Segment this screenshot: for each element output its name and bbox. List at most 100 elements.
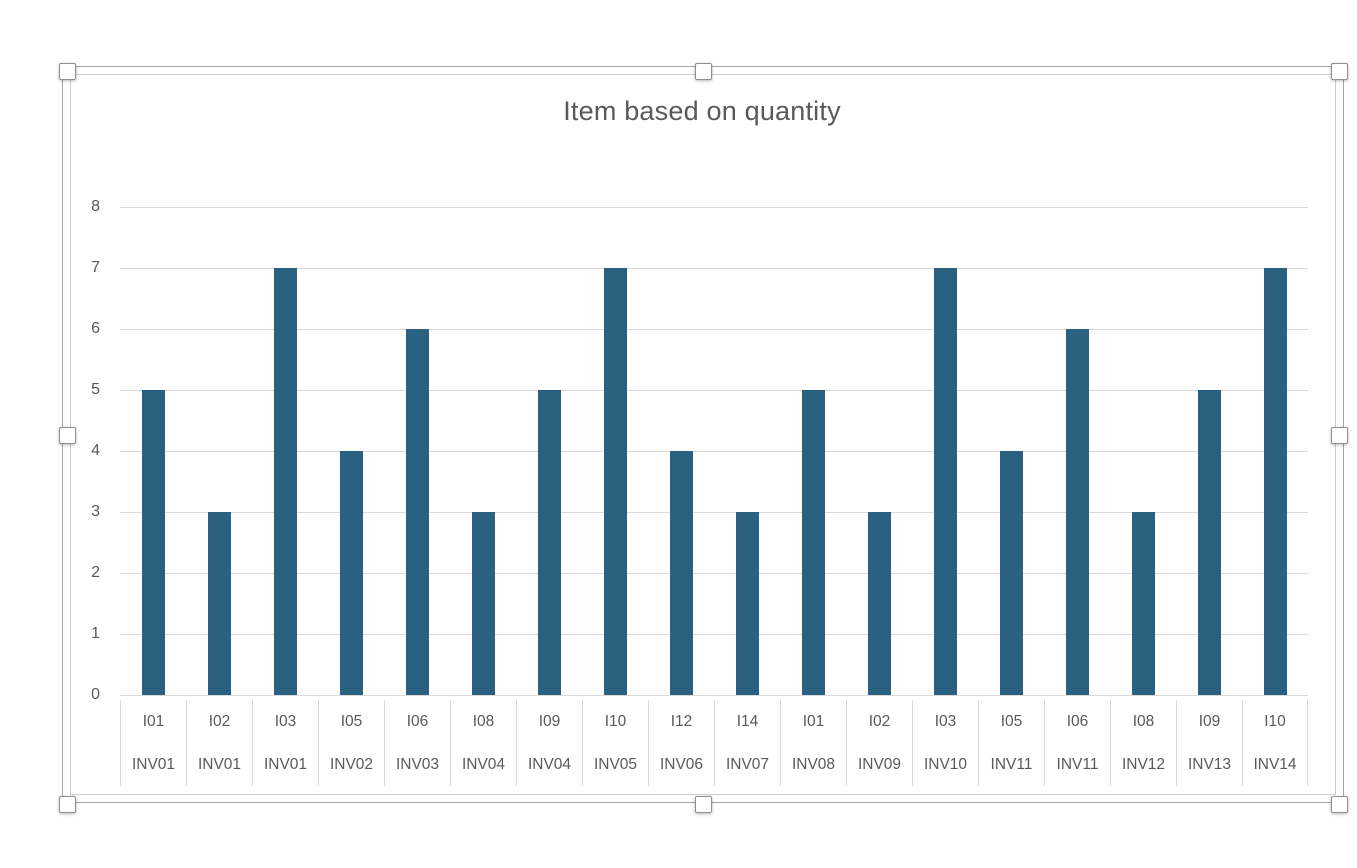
item-label: I08 — [472, 712, 495, 730]
category-cell[interactable]: I06 INV03 — [384, 700, 450, 786]
category-cell[interactable]: I01 INV01 — [120, 700, 186, 786]
invoice-label: INV13 — [1187, 755, 1232, 773]
category-cell[interactable]: I08 INV12 — [1110, 700, 1176, 786]
category-cell[interactable]: I12 INV06 — [648, 700, 714, 786]
invoice-label: INV09 — [857, 755, 902, 773]
bar[interactable] — [274, 268, 297, 695]
gridline — [120, 390, 1308, 391]
resize-handle-bottom-left[interactable] — [59, 796, 76, 813]
item-label: I10 — [1264, 712, 1286, 730]
y-axis-label: 0 — [91, 686, 100, 703]
item-label: I02 — [868, 712, 891, 730]
category-cell[interactable]: I02 INV01 — [186, 700, 252, 786]
invoice-label: INV10 — [923, 755, 968, 773]
bar[interactable] — [802, 390, 825, 695]
item-label: I12 — [670, 712, 693, 730]
y-axis-label: 5 — [91, 381, 100, 398]
resize-handle-middle-right[interactable] — [1331, 427, 1348, 444]
bar[interactable] — [538, 390, 561, 695]
category-cell[interactable]: I10 INV14 — [1242, 700, 1308, 786]
bar[interactable] — [1264, 268, 1287, 695]
bar[interactable] — [1132, 512, 1155, 695]
category-cell[interactable]: I05 INV02 — [318, 700, 384, 786]
bar[interactable] — [340, 451, 363, 695]
x-axis-line — [120, 695, 1308, 696]
y-axis-label: 7 — [91, 259, 100, 276]
category-cell[interactable]: I02 INV09 — [846, 700, 912, 786]
invoice-label: INV08 — [791, 755, 836, 773]
chart-title[interactable]: Item based on quantity — [563, 96, 841, 126]
item-label: I03 — [934, 712, 957, 730]
invoice-label: INV01 — [263, 755, 308, 773]
invoice-label: INV07 — [725, 755, 770, 773]
bar[interactable] — [406, 329, 429, 695]
category-cell[interactable]: I14 INV07 — [714, 700, 780, 786]
item-label: I03 — [274, 712, 297, 730]
invoice-label: INV11 — [990, 755, 1033, 773]
invoice-label: INV06 — [659, 755, 704, 773]
item-label: I01 — [802, 712, 825, 730]
item-label: I09 — [538, 712, 561, 730]
resize-handle-bottom-right[interactable] — [1331, 796, 1348, 813]
bar[interactable] — [736, 512, 759, 695]
invoice-label: INV11 — [1056, 755, 1099, 773]
category-cell[interactable]: I06 INV11 — [1044, 700, 1110, 786]
item-label: I05 — [340, 712, 363, 730]
item-label: I09 — [1198, 712, 1221, 730]
invoice-label: INV01 — [197, 755, 242, 773]
category-cell[interactable]: I08 INV04 — [450, 700, 516, 786]
y-axis-label: 8 — [91, 198, 100, 215]
y-axis-label: 3 — [91, 503, 100, 520]
invoice-label: INV14 — [1253, 755, 1297, 773]
item-label: I10 — [604, 712, 627, 730]
gridline — [120, 634, 1308, 635]
bar[interactable] — [1066, 329, 1089, 695]
invoice-label: INV04 — [461, 755, 506, 773]
bar[interactable] — [142, 390, 165, 695]
resize-handle-middle-left[interactable] — [59, 427, 76, 444]
bar[interactable] — [868, 512, 891, 695]
resize-handle-top-left[interactable] — [59, 63, 76, 80]
category-cell[interactable]: I05 INV11 — [978, 700, 1044, 786]
category-cell[interactable]: I01 INV08 — [780, 700, 846, 786]
item-label: I06 — [1066, 712, 1089, 730]
category-cell[interactable]: I03 INV01 — [252, 700, 318, 786]
bar[interactable] — [604, 268, 627, 695]
item-label: I14 — [736, 712, 759, 730]
gridline — [120, 329, 1308, 330]
bar[interactable] — [934, 268, 957, 695]
y-axis-label: 4 — [91, 442, 100, 459]
gridline — [120, 573, 1308, 574]
resize-handle-bottom-center[interactable] — [695, 796, 712, 813]
invoice-label: INV01 — [131, 755, 176, 773]
bar[interactable] — [1000, 451, 1023, 695]
item-label: I08 — [1132, 712, 1155, 730]
item-label: I06 — [406, 712, 429, 730]
category-cell[interactable]: I10 INV05 — [582, 700, 648, 786]
invoice-label: INV02 — [329, 755, 374, 773]
bar[interactable] — [670, 451, 693, 695]
item-label: I02 — [208, 712, 231, 730]
category-cell[interactable]: I03 INV10 — [912, 700, 978, 786]
item-label: I05 — [1000, 712, 1023, 730]
gridline — [120, 451, 1308, 452]
invoice-label: INV04 — [527, 755, 572, 773]
bar[interactable] — [1198, 390, 1221, 695]
bar[interactable] — [472, 512, 495, 695]
category-cell[interactable]: I09 INV13 — [1176, 700, 1242, 786]
y-axis-label: 6 — [91, 320, 100, 337]
y-axis-label: 2 — [91, 564, 100, 581]
gridline — [120, 512, 1308, 513]
gridline — [120, 207, 1308, 208]
category-cell[interactable]: I09 INV04 — [516, 700, 582, 786]
bar[interactable] — [208, 512, 231, 695]
y-axis-label: 1 — [91, 625, 100, 642]
item-label: I01 — [142, 712, 165, 730]
invoice-label: INV12 — [1121, 755, 1166, 773]
resize-handle-top-right[interactable] — [1331, 63, 1348, 80]
resize-handle-top-center[interactable] — [695, 63, 712, 80]
invoice-label: INV03 — [395, 755, 440, 773]
invoice-label: INV05 — [593, 755, 638, 773]
gridline — [120, 268, 1308, 269]
